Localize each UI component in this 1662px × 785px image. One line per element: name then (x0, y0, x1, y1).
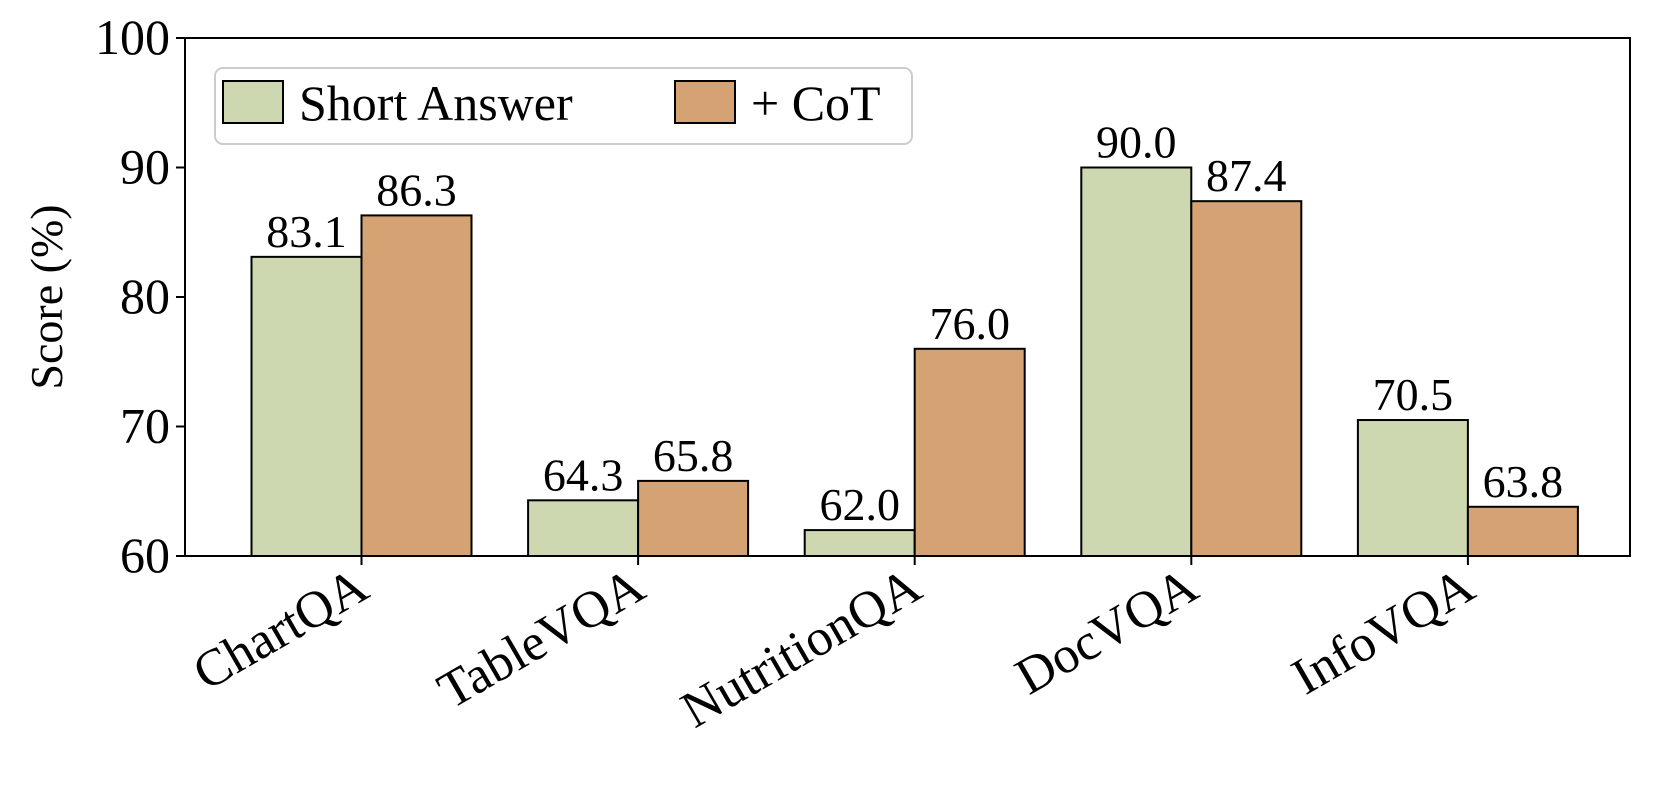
x-axis: ChartQA TableVQA NutritionQA DocVQA InfoVQA (184, 556, 1484, 739)
bar-infovqa-short-answer (1356, 419, 1469, 557)
y-tick-label: 80 (120, 268, 170, 324)
value-label-tablevqa-short-answer: 64.3 (543, 449, 624, 500)
category-label-infovqa: InfoVQA (1283, 557, 1484, 706)
value-label-tablevqa-cot: 65.8 (653, 430, 734, 481)
value-label-infovqa-cot: 63.8 (1483, 456, 1564, 507)
value-label-infovqa-short-answer: 70.5 (1373, 369, 1454, 420)
value-labels-layer: 83.1 86.3 64.3 65.8 62.0 76.0 90.0 87.4 70.5 63.8 (266, 117, 1563, 531)
y-tick-label: 100 (95, 9, 170, 65)
bar-chartqa-cot (360, 214, 473, 557)
y-tick-label: 60 (120, 527, 170, 583)
legend: Short Answer + CoT (214, 67, 913, 145)
category-label-tablevqa: TableVQA (429, 557, 655, 720)
legend-label-cot: + CoT (751, 75, 881, 131)
value-label-nutritionqa-short-answer: 62.0 (819, 479, 900, 530)
bar-tablevqa-cot (637, 479, 750, 558)
bar-nutritionqa-cot (913, 347, 1026, 557)
bar-docvqa-cot (1190, 200, 1303, 557)
y-tick-label: 90 (120, 139, 170, 195)
bar-docvqa-short-answer (1080, 166, 1193, 557)
value-label-chartqa-cot: 86.3 (376, 164, 457, 215)
bar-chartqa-short-answer (250, 255, 363, 557)
value-label-nutritionqa-cot: 76.0 (929, 298, 1010, 349)
y-axis-title: Score (%) (21, 204, 72, 389)
y-axis: 60 70 80 90 100 (95, 9, 185, 583)
category-label-docvqa: DocVQA (1006, 557, 1207, 706)
bars-layer (250, 166, 1579, 558)
y-tick-label: 70 (120, 398, 170, 454)
bar-infovqa-cot (1466, 505, 1579, 558)
category-label-nutritionqa: NutritionQA (672, 557, 931, 739)
value-label-docvqa-cot: 87.4 (1206, 150, 1287, 201)
legend-swatch-cot (674, 80, 736, 124)
bar-tablevqa-short-answer (527, 499, 640, 558)
legend-label-short-answer: Short Answer (299, 75, 573, 131)
value-label-docvqa-short-answer: 90.0 (1096, 117, 1177, 168)
legend-box (214, 67, 913, 145)
value-label-chartqa-short-answer: 83.1 (266, 206, 347, 257)
legend-swatch-short-answer (222, 80, 284, 124)
category-label-chartqa: ChartQA (184, 557, 378, 702)
bar-nutritionqa-short-answer (803, 529, 916, 557)
